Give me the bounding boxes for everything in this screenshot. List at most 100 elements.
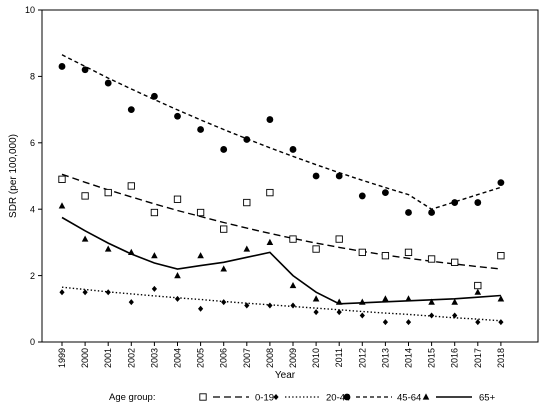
x-tick-label: 2000 — [80, 348, 90, 368]
x-tick-label: 2013 — [380, 348, 390, 368]
x-tick-label: 2007 — [242, 348, 252, 368]
fit-lines — [61, 54, 502, 322]
point-20-44-2010 — [313, 309, 319, 316]
point-45-64-2013 — [382, 189, 389, 197]
legend-label-0-19: 0-19 — [255, 392, 274, 403]
point-45-64-1999 — [58, 63, 66, 70]
point-65+-2014 — [405, 295, 412, 302]
point-65+-2015 — [428, 298, 435, 305]
point-20-44-2014 — [405, 319, 412, 326]
plot-area-border — [41, 9, 539, 343]
point-0-19-2010 — [312, 245, 320, 253]
legend-marker-20-44 — [273, 394, 279, 400]
legend-title: Age group: — [109, 392, 155, 403]
point-20-44-2004 — [174, 295, 181, 302]
point-45-64-2008 — [266, 116, 274, 123]
x-axis: 1999 2000 2001 2002 2003 2004 2005 2006 2007 2008… — [57, 342, 506, 368]
point-20-44-2002 — [128, 299, 134, 306]
point-20-44-2009 — [290, 302, 296, 309]
plot-frame — [41, 9, 539, 343]
point-65+-2011 — [335, 298, 343, 305]
point-20-44-2007 — [244, 302, 250, 309]
point-45-64-2015 — [428, 209, 435, 216]
point-20-44-2003 — [151, 285, 157, 292]
point-65+-2018 — [497, 295, 505, 302]
point-65+-2000 — [81, 235, 89, 242]
point-20-44-2005 — [198, 305, 204, 312]
y-tick-label: 4 — [30, 204, 35, 214]
point-45-64-2003 — [151, 92, 158, 100]
point-65+-2007 — [243, 245, 251, 252]
x-tick-label: 2003 — [149, 348, 159, 368]
point-20-44-2008 — [267, 302, 273, 309]
legend-items: 0-19 20-44 45-64 65+ — [199, 392, 496, 403]
point-0-19-2011 — [335, 235, 343, 243]
point-65+-1999 — [58, 202, 66, 209]
point-0-19-1999 — [58, 175, 66, 183]
point-65+-2017 — [474, 288, 482, 295]
point-65+-2012 — [359, 298, 366, 305]
point-45-64-2011 — [335, 172, 343, 180]
x-tick-label: 2016 — [450, 348, 460, 368]
point-45-64-2002 — [127, 106, 135, 113]
point-45-64-2017 — [474, 199, 482, 206]
legend-label-65+: 65+ — [479, 392, 496, 403]
point-20-44-2011 — [336, 309, 342, 316]
point-0-19-2003 — [150, 208, 159, 217]
point-65+-2006 — [220, 265, 227, 272]
point-45-64-2016 — [451, 199, 459, 206]
y-tick-label: 10 — [25, 5, 35, 15]
legend-marker-45-64 — [343, 393, 351, 401]
point-65+-2008 — [266, 238, 274, 245]
point-0-19-2016 — [451, 258, 459, 266]
legend-marker-0-19 — [199, 393, 207, 401]
legend: Age group: 0-19 20-44 45-64 65+ — [109, 392, 496, 403]
point-20-44-1999 — [59, 289, 65, 296]
point-0-19-2007 — [243, 198, 251, 207]
x-tick-label: 2001 — [103, 348, 113, 368]
legend-label-20-44: 20-44 — [326, 392, 350, 403]
x-tick-label: 2014 — [404, 348, 414, 368]
point-45-64-2006 — [220, 146, 228, 153]
x-tick-label: 2009 — [288, 348, 298, 368]
point-45-64-2001 — [104, 79, 112, 87]
point-0-19-2002 — [127, 182, 135, 190]
point-65+-2013 — [382, 295, 389, 302]
point-0-19-2004 — [173, 195, 182, 203]
point-65+-2009 — [289, 281, 297, 289]
x-tick-label: 2006 — [219, 348, 229, 368]
point-45-64-2010 — [312, 172, 320, 180]
trend-line-20-44 — [61, 286, 501, 322]
trend-line-45-64 — [61, 54, 502, 210]
x-tick-label: 2011 — [334, 348, 344, 367]
y-tick-label: 2 — [30, 271, 35, 281]
legend-label-45-64: 45-64 — [397, 392, 421, 403]
y-axis: 0 2 4 6 8 10 — [25, 5, 42, 347]
point-0-19-2014 — [404, 248, 413, 257]
point-45-64-2014 — [405, 209, 412, 216]
point-0-19-2017 — [474, 281, 482, 290]
y-tick-label: 8 — [30, 72, 35, 82]
point-20-44-2015 — [429, 312, 435, 319]
point-20-44-2000 — [82, 289, 88, 296]
x-tick-label: 2018 — [496, 348, 506, 368]
point-65+-2001 — [104, 245, 112, 252]
trend-line-65+ — [61, 216, 501, 305]
point-65+-2003 — [151, 252, 158, 259]
point-65+-2005 — [197, 252, 204, 259]
y-tick-label: 0 — [30, 337, 35, 347]
point-0-19-2018 — [497, 252, 505, 260]
x-tick-label: 2010 — [311, 348, 321, 368]
point-45-64-2007 — [243, 136, 251, 143]
point-0-19-2009 — [289, 235, 297, 243]
point-20-44-2006 — [221, 299, 227, 306]
point-0-19-2005 — [196, 208, 205, 217]
point-45-64-2012 — [358, 192, 366, 200]
point-0-19-2000 — [81, 192, 89, 200]
point-0-19-2008 — [266, 188, 274, 197]
x-tick-label: 2004 — [173, 348, 183, 368]
point-65+-2004 — [174, 272, 181, 279]
point-0-19-2006 — [220, 225, 228, 233]
